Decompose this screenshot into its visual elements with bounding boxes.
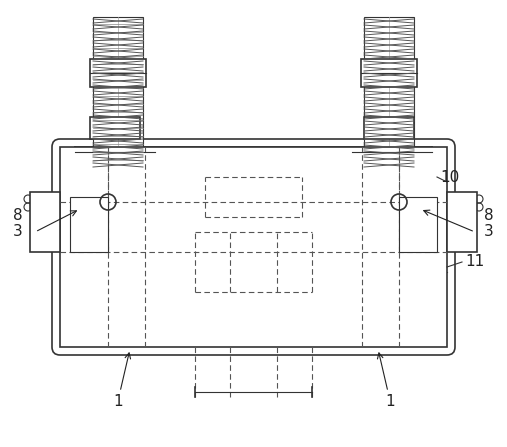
Bar bbox=[70, 197, 108, 252]
Bar bbox=[60, 147, 447, 347]
FancyBboxPatch shape bbox=[52, 139, 455, 355]
Bar bbox=[93, 17, 143, 167]
Text: 8: 8 bbox=[13, 207, 23, 223]
Bar bbox=[354, 162, 424, 172]
Bar bbox=[30, 192, 60, 252]
Bar bbox=[399, 197, 437, 252]
Text: 11: 11 bbox=[465, 254, 484, 270]
Bar bbox=[447, 192, 477, 252]
Text: 1: 1 bbox=[113, 395, 123, 409]
Text: 3: 3 bbox=[484, 224, 494, 240]
Text: 1: 1 bbox=[385, 395, 395, 409]
Bar bbox=[364, 17, 414, 167]
Bar bbox=[90, 59, 146, 87]
Bar bbox=[90, 117, 140, 139]
Text: 3: 3 bbox=[13, 224, 23, 240]
Bar bbox=[361, 59, 417, 87]
Text: 10: 10 bbox=[440, 169, 459, 185]
Bar bbox=[83, 162, 153, 172]
Bar bbox=[364, 117, 414, 139]
Text: 8: 8 bbox=[484, 207, 494, 223]
